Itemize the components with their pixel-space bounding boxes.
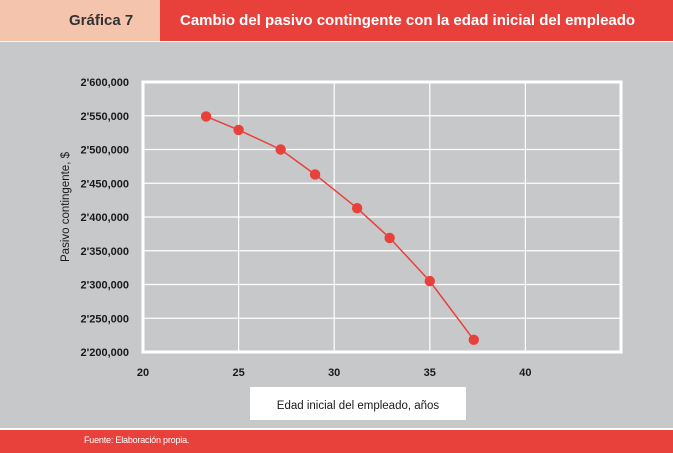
- data-point: [384, 232, 395, 244]
- title-bar: Cambio del pasivo contingente con la eda…: [160, 0, 673, 41]
- source-note: Fuente: Elaboración propia.: [84, 435, 190, 445]
- x-tick-label: 25: [232, 367, 244, 379]
- data-point: [233, 124, 244, 136]
- x-tick-label: 40: [519, 367, 531, 379]
- y-tick-label: 2'200,000: [81, 347, 130, 359]
- y-tick-label: 2'550,000: [81, 111, 130, 123]
- y-tick-label: 2'250,000: [81, 313, 130, 325]
- y-axis-title: Pasivo contingente, $: [60, 151, 72, 262]
- footer-bar: Fuente: Elaboración propia.: [0, 430, 673, 453]
- series-line: [205, 115, 475, 341]
- y-tick-label: 2'300,000: [81, 280, 130, 292]
- x-tick-label: 30: [328, 367, 340, 379]
- y-tick-label: 2'450,000: [81, 178, 130, 190]
- data-point: [309, 169, 321, 180]
- x-tick-label: 35: [424, 367, 436, 379]
- x-axis-title: Edad inicial del empleado, años: [277, 400, 440, 412]
- chart-title: Cambio del pasivo contingente con la eda…: [180, 12, 636, 29]
- data-point: [468, 334, 479, 346]
- figure-label-box: Gráfica 7: [0, 0, 160, 41]
- data-point: [275, 144, 286, 155]
- x-axis-title-box: [250, 387, 466, 420]
- y-tick-label: 2'500,000: [81, 145, 130, 157]
- y-tick-label: 2'400,000: [81, 212, 130, 224]
- data-point: [200, 111, 212, 122]
- y-tick-label: 2'350,000: [81, 246, 130, 258]
- figure-label: Gráfica 7: [69, 12, 134, 29]
- y-tick-label: 2'600,000: [81, 77, 130, 89]
- data-point: [424, 275, 435, 287]
- x-tick-label: 20: [137, 367, 149, 379]
- data-point: [351, 203, 363, 214]
